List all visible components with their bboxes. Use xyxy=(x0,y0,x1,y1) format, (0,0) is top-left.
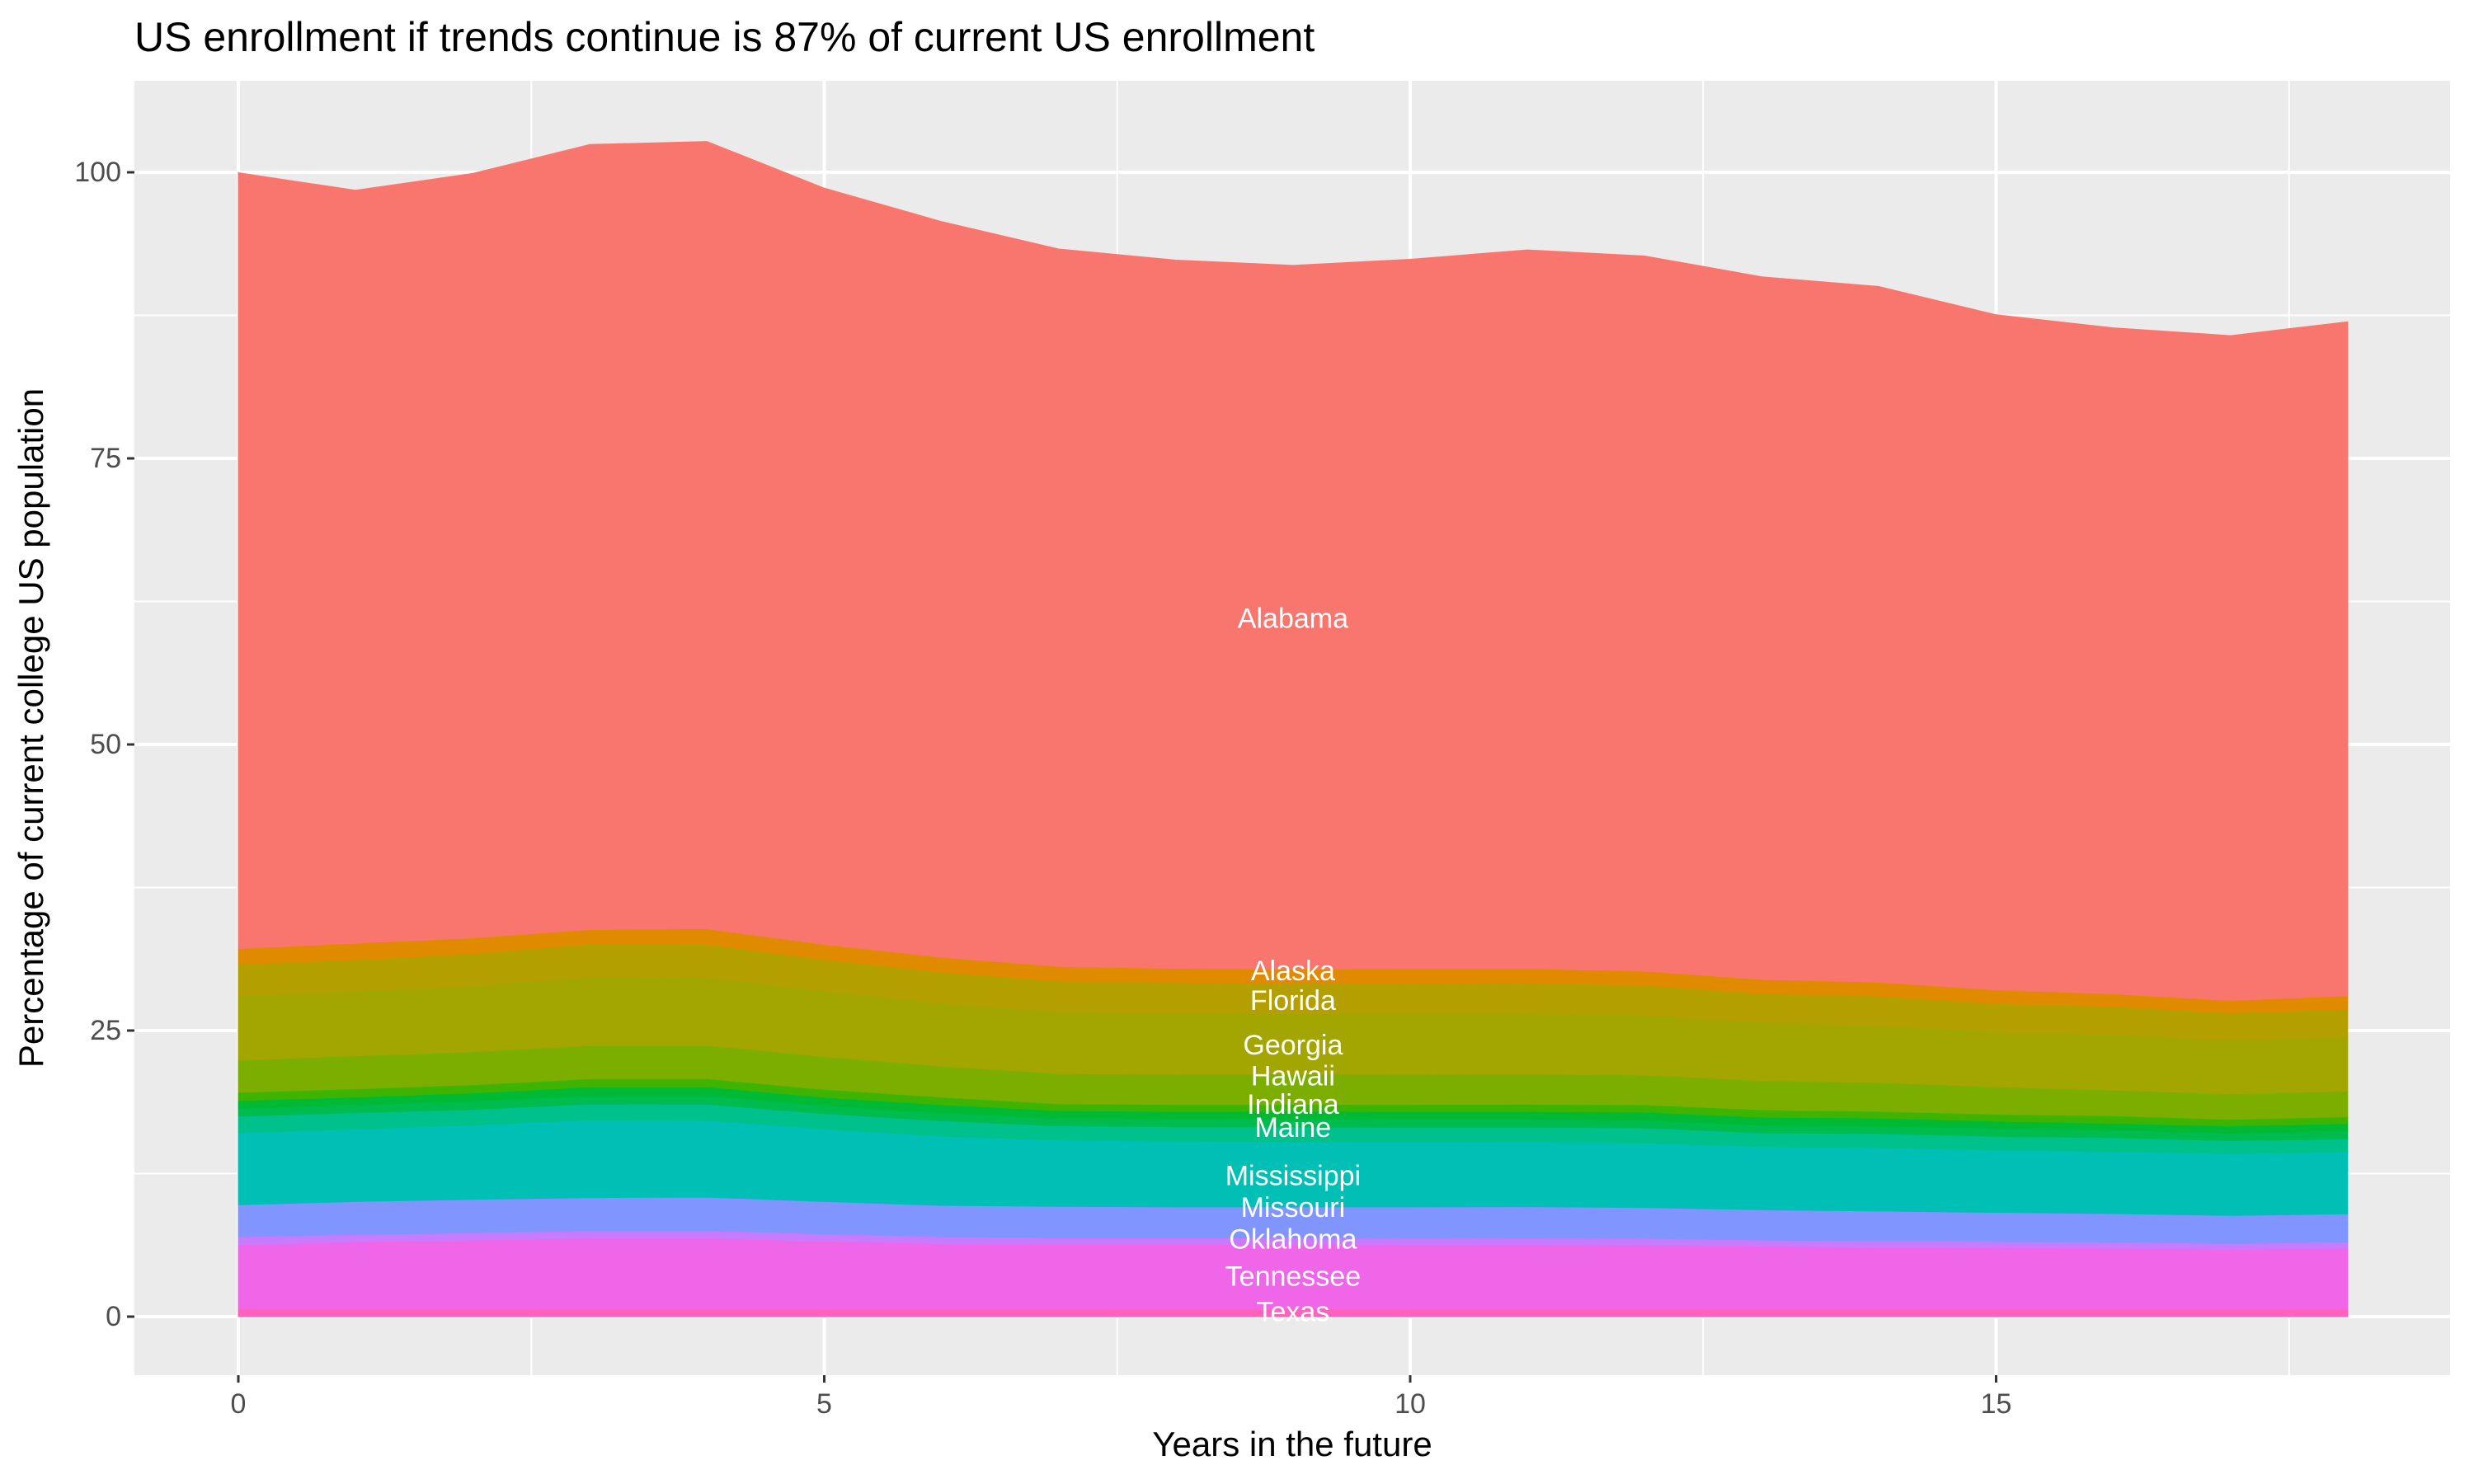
area-label-indiana: Indiana xyxy=(1247,1089,1339,1120)
area-label-maine: Maine xyxy=(1255,1112,1332,1144)
chart-title: US enrollment if trends continue is 87% … xyxy=(134,14,1315,60)
y-tick-label: 100 xyxy=(74,157,121,188)
axes: 0 5 10 15 0 25 50 75 100 xyxy=(74,157,2011,1420)
area-label-florida: Florida xyxy=(1250,985,1336,1017)
x-tick-label: 0 xyxy=(231,1388,247,1420)
area-label-mississippi: Mississippi xyxy=(1225,1160,1361,1191)
area-label-tennessee: Tennessee xyxy=(1225,1261,1361,1292)
x-tick-label: 10 xyxy=(1395,1388,1426,1420)
area-label-oklahoma: Oklahoma xyxy=(1229,1223,1357,1255)
area-label-texas: Texas xyxy=(1256,1296,1329,1327)
x-tick-label: 5 xyxy=(816,1388,832,1420)
x-axis-title: Years in the future xyxy=(1152,1425,1432,1463)
area-alabama xyxy=(238,141,2349,1001)
area-label-alaska: Alaska xyxy=(1251,956,1335,987)
area-labels: Texas Tennessee OklahomaMissouriMississipp… xyxy=(1225,603,1361,1327)
y-tick-label: 25 xyxy=(90,1015,121,1046)
area-label-georgia: Georgia xyxy=(1243,1030,1343,1061)
area-layers xyxy=(238,141,2349,1317)
area-label-alabama: Alabama xyxy=(1238,603,1348,634)
area-label-hawaii: Hawaii xyxy=(1251,1061,1335,1092)
y-tick-label: 75 xyxy=(90,443,121,474)
x-tick-label: 15 xyxy=(1981,1388,2012,1420)
y-axis-title: Percentage of current college US populat… xyxy=(12,388,50,1068)
y-tick-label: 50 xyxy=(90,729,121,760)
y-tick-label: 0 xyxy=(106,1301,121,1332)
area-label-missouri: Missouri xyxy=(1241,1192,1346,1223)
